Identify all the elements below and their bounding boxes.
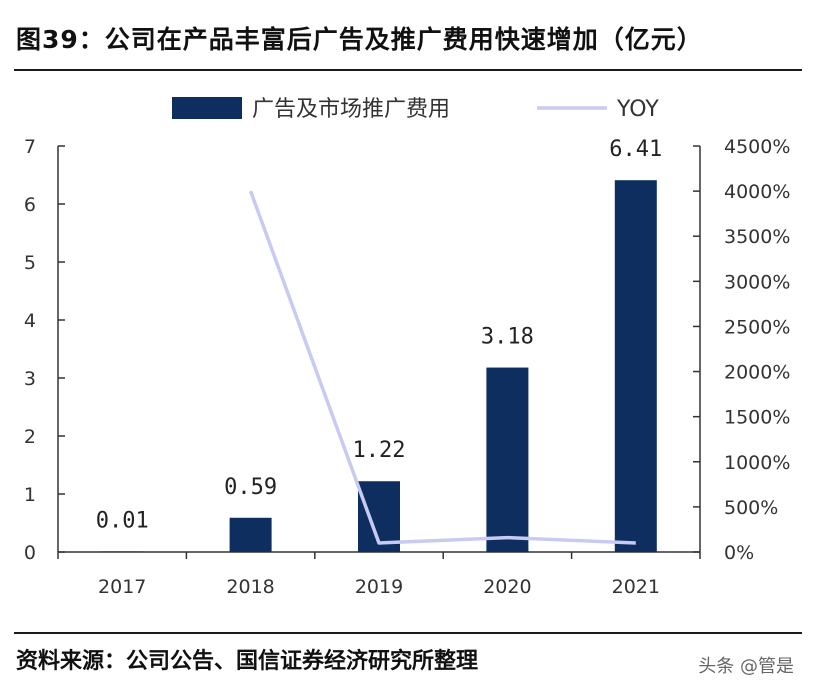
- legend-bar-label: 广告及市场推广费用: [252, 97, 450, 122]
- left-y-tick-label: 6: [24, 194, 36, 216]
- left-y-tick-label: 2: [24, 426, 36, 448]
- watermark: 头条 @管是: [698, 656, 794, 677]
- right-y-tick-label: 3500%: [724, 226, 790, 248]
- left-y-tick-label: 0: [24, 542, 36, 564]
- footer-divider: [14, 632, 802, 634]
- right-y-tick-label: 1000%: [724, 452, 790, 474]
- legend-bar-swatch: [172, 97, 242, 119]
- source-note: 资料来源：公司公告、国信证券经济研究所整理: [16, 649, 479, 674]
- bar-2020: [486, 367, 529, 552]
- right-y-tick-label: 2500%: [724, 316, 790, 338]
- yoy-line: [248, 190, 636, 545]
- bar-data-label: 1.22: [353, 438, 406, 463]
- left-y-tick-label: 3: [24, 368, 36, 390]
- right-y-tick-label: 1500%: [724, 407, 790, 429]
- right-y-tick-label: 0%: [724, 542, 754, 564]
- right-y-tick-label: 4500%: [724, 136, 790, 158]
- combo-chart: 0 1 2 3 4 5 6 7 0% 500% 1000% 1500% 2000% 2500% 3000% 3…: [24, 97, 790, 598]
- bar-data-label: 0.59: [224, 475, 277, 500]
- left-y-tick-label: 4: [24, 310, 36, 332]
- left-y-tick-label: 1: [24, 484, 36, 506]
- title-divider: [14, 69, 802, 71]
- right-y-tick-label: 500%: [724, 497, 778, 519]
- right-y-tick-label: 2000%: [724, 362, 790, 384]
- bar-2018: [229, 517, 272, 552]
- right-y-tick-label: 3000%: [724, 271, 790, 293]
- left-y-tick-label: 5: [24, 252, 36, 274]
- x-tick-label: 2018: [226, 576, 274, 598]
- bar-2021: [614, 180, 657, 552]
- x-tick-label: 2020: [483, 576, 531, 598]
- x-tick-label: 2017: [98, 576, 146, 598]
- right-y-tick-label: 4000%: [724, 181, 790, 203]
- x-tick-label: 2021: [612, 576, 660, 598]
- bar-data-label: 3.18: [481, 325, 534, 350]
- x-tick-label: 2019: [355, 576, 403, 598]
- bar-data-label: 6.41: [609, 137, 662, 162]
- left-y-tick-label: 7: [24, 136, 36, 158]
- legend-line-label: YOY: [616, 97, 659, 122]
- chart-title: 图39：公司在产品丰富后广告及推广费用快速增加（亿元）: [16, 25, 703, 54]
- bar-2017: [101, 551, 144, 552]
- bar-data-label: 0.01: [96, 508, 149, 533]
